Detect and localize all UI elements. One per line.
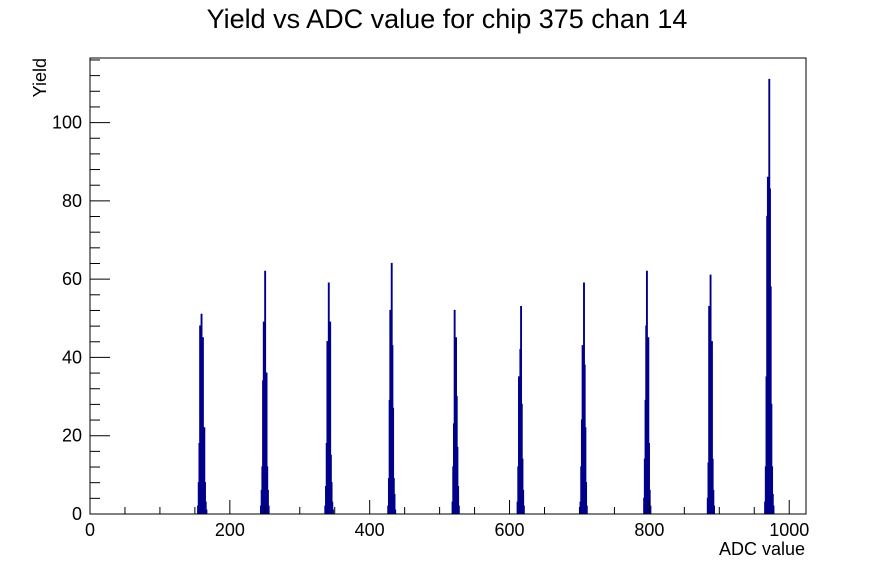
histogram-bin bbox=[711, 458, 714, 514]
y-tick-label: 100 bbox=[52, 113, 82, 133]
y-axis-title: Yield bbox=[30, 58, 50, 97]
histogram-bin bbox=[264, 270, 267, 514]
histogram-bin bbox=[457, 505, 460, 514]
histogram-bin bbox=[331, 501, 334, 514]
plot-frame bbox=[89, 57, 807, 515]
histogram-bin bbox=[329, 321, 332, 514]
histogram-bin bbox=[771, 466, 774, 514]
y-tick-label: 40 bbox=[62, 347, 82, 367]
histogram-bin bbox=[522, 505, 525, 514]
x-tick-label: 400 bbox=[355, 520, 385, 540]
histogram-bin bbox=[267, 505, 270, 514]
histogram-bin bbox=[203, 427, 206, 514]
histogram-bins bbox=[197, 78, 775, 514]
histogram-bin bbox=[265, 372, 268, 514]
histogram-bin bbox=[521, 458, 524, 514]
histogram-bin bbox=[772, 505, 775, 514]
x-tick-label: 1000 bbox=[769, 520, 809, 540]
histogram-bin bbox=[394, 509, 397, 514]
histogram-bin bbox=[204, 482, 206, 514]
histogram-bin bbox=[771, 493, 774, 514]
histogram-bin bbox=[393, 493, 396, 514]
histogram-bin bbox=[585, 482, 588, 514]
x-tick-label: 800 bbox=[634, 520, 664, 540]
histogram-bin bbox=[649, 505, 652, 514]
y-tick-label: 0 bbox=[72, 504, 82, 524]
x-tick-label: 0 bbox=[85, 520, 95, 540]
histogram-bin bbox=[711, 341, 713, 514]
histogram-bin bbox=[332, 509, 334, 514]
histogram-bin bbox=[522, 489, 525, 514]
histogram-bin bbox=[585, 505, 588, 514]
histogram-bin bbox=[201, 337, 204, 514]
y-tick-label: 60 bbox=[62, 269, 82, 289]
histogram-bin bbox=[457, 486, 460, 514]
histogram-bin bbox=[769, 286, 772, 514]
histogram-bin bbox=[204, 501, 207, 514]
histogram-bin bbox=[647, 337, 650, 514]
x-tick-label: 600 bbox=[495, 520, 525, 540]
histogram-bin bbox=[648, 442, 650, 514]
histogram-bin bbox=[770, 403, 773, 514]
x-tick-label: 200 bbox=[215, 520, 245, 540]
histogram-bin bbox=[584, 427, 587, 514]
y-tick-label: 80 bbox=[62, 191, 82, 211]
histogram-bin bbox=[456, 446, 459, 514]
x-axis-title: ADC value bbox=[719, 539, 805, 559]
histogram-bin bbox=[712, 489, 715, 514]
histogram-bin bbox=[713, 505, 715, 514]
histogram-bin bbox=[205, 509, 208, 514]
y-tick-label: 20 bbox=[62, 426, 82, 446]
histogram-bin bbox=[392, 407, 395, 514]
chart-title: Yield vs ADC value for chip 375 chan 14 bbox=[207, 4, 688, 34]
histogram-bin bbox=[267, 489, 269, 514]
y-axis: 0 20 40 60 80 100 bbox=[52, 59, 110, 524]
histogram-bin bbox=[330, 482, 333, 514]
x-axis: 0 200 400 600 800 1000 bbox=[85, 500, 809, 540]
